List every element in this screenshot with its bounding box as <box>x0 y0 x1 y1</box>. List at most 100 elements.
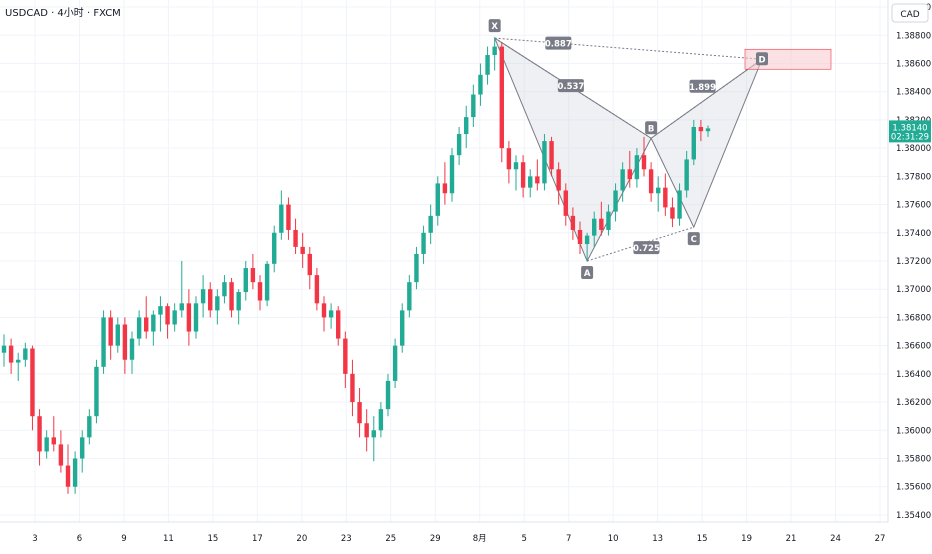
candle-body <box>115 324 120 346</box>
candle-body <box>684 159 689 191</box>
x-tick-label: 17 <box>252 534 263 544</box>
y-tick-label: 1.37800 <box>896 172 931 182</box>
candle-body <box>243 268 248 293</box>
candle <box>1 334 7 367</box>
candle <box>51 416 56 452</box>
candle <box>670 197 675 228</box>
point-label-box <box>645 121 658 135</box>
candle <box>144 296 149 339</box>
candle-body <box>364 423 369 438</box>
y-tick-label: 1.37600 <box>896 201 931 211</box>
candle <box>343 331 348 388</box>
candle-body <box>478 74 483 95</box>
candle-body <box>94 366 99 417</box>
candle-body <box>215 296 220 311</box>
candle <box>705 125 711 137</box>
candle-body <box>222 282 227 297</box>
candle-body <box>136 317 142 339</box>
candle <box>549 136 554 177</box>
candle <box>677 183 682 226</box>
candle <box>456 126 462 166</box>
candle <box>364 409 369 452</box>
x-tick-label: 19 <box>741 534 752 544</box>
candle <box>172 303 177 332</box>
candle-body <box>208 289 213 311</box>
price-axis-bg[interactable] <box>888 0 932 522</box>
currency-box[interactable] <box>891 3 929 23</box>
y-tick-label: 1.37000 <box>896 285 931 295</box>
point-label-a: A <box>584 269 591 279</box>
candle-body <box>485 55 490 75</box>
candle-body <box>165 306 170 325</box>
candle <box>264 261 270 307</box>
candle-body <box>549 141 554 170</box>
candle <box>122 317 128 374</box>
y-tick-label: 1.38400 <box>896 88 931 98</box>
candle <box>684 150 689 198</box>
candle <box>648 162 654 202</box>
candle-body <box>456 134 462 156</box>
candle-body <box>613 190 618 212</box>
x-tick-label: 7 <box>566 534 571 544</box>
candle <box>492 38 497 71</box>
candle-body <box>392 345 398 381</box>
candle-body <box>65 465 71 487</box>
candle-body <box>620 169 625 191</box>
candle-body <box>279 204 284 233</box>
candle-body <box>257 282 263 301</box>
candle-body <box>51 437 56 445</box>
candle <box>229 277 234 318</box>
point-label-d: D <box>758 55 765 65</box>
point-label-box <box>756 52 768 66</box>
y-tick-label: 1.36000 <box>896 426 931 436</box>
candle-body <box>314 275 320 304</box>
candle-body <box>599 218 604 230</box>
candle <box>151 310 156 346</box>
candle <box>663 173 668 216</box>
candle-body <box>492 46 497 56</box>
candle-body <box>584 235 590 245</box>
x-tick-label: 25 <box>385 534 396 544</box>
candle <box>108 310 113 360</box>
candle-body <box>471 94 476 118</box>
x-tick-label: 15 <box>207 534 218 544</box>
candle <box>350 359 355 417</box>
current-price-value: 1.38140 <box>892 123 927 133</box>
candle-body <box>542 141 547 184</box>
candle <box>499 42 504 163</box>
candle <box>656 176 661 212</box>
candle-body <box>691 126 696 160</box>
candle <box>485 46 490 85</box>
candle <box>435 176 440 226</box>
candle <box>442 162 448 205</box>
candle <box>478 63 483 106</box>
ratio-label: 0.725 <box>633 244 660 254</box>
ratio-label: 0.537 <box>557 82 584 92</box>
candle <box>378 402 384 438</box>
point-label-box <box>581 266 594 279</box>
candle <box>16 352 21 381</box>
point-label-x: X <box>491 22 498 32</box>
time-axis[interactable]: 3 6 9 11 15 17 20 23 25 29 8月 5 7 10 13 15 19 21 24 27 <box>32 534 885 544</box>
time-axis-bg[interactable] <box>0 522 932 550</box>
candle-body <box>122 324 128 360</box>
ratio-label-box <box>633 241 660 255</box>
candle-body <box>172 310 177 325</box>
candle-body <box>321 303 327 318</box>
candle <box>300 232 305 269</box>
candle <box>506 141 512 184</box>
candle <box>44 430 49 459</box>
point-label-b: B <box>648 124 654 134</box>
currency-label: CAD <box>900 10 919 20</box>
candle-body <box>129 338 135 360</box>
candle-body <box>670 207 675 219</box>
candle <box>407 275 412 318</box>
candle <box>400 303 405 353</box>
x-tick-label: 10 <box>608 534 619 544</box>
candle <box>136 310 142 346</box>
candle-body <box>44 437 49 452</box>
candle <box>243 261 248 301</box>
candle <box>307 246 312 290</box>
